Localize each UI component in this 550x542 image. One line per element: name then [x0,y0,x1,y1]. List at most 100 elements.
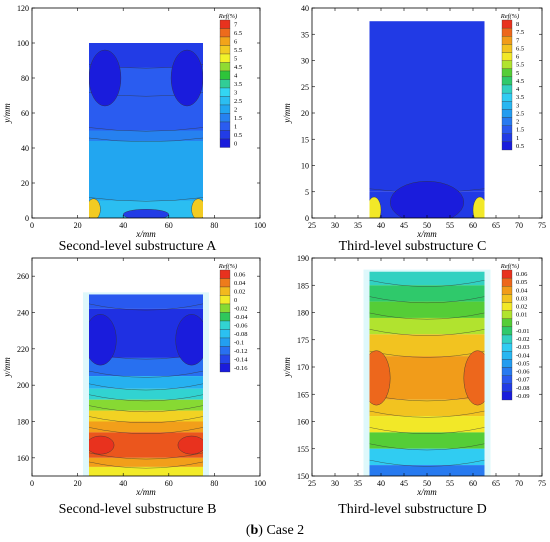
x-tick-label: 70 [515,221,523,230]
x-axis-label: x/mm [135,487,156,497]
legend-swatch [501,342,513,352]
contour-spot [89,314,117,366]
legend-swatch [501,375,513,384]
contour-spot [390,181,464,218]
legend-swatch [501,318,513,328]
legend-swatch [219,320,231,330]
legend-swatch [501,92,513,102]
contour-line [369,329,485,336]
y-tick-label: 30 [301,57,309,66]
legend-swatch [219,329,231,339]
y-axis-label: y/mm [282,357,292,378]
y-axis-label: y/mm [2,357,12,378]
contour-band [89,130,203,141]
legend-label: 7 [516,37,520,44]
contour-band [369,465,485,476]
contour-line [89,383,203,391]
contour-line [89,427,203,434]
y-tick-label: 190 [297,254,309,263]
x-tick-label: 50 [423,479,431,488]
legend-swatch [501,125,513,134]
legend-swatch [501,76,513,86]
legend-swatch [219,104,231,114]
y-tick-label: 160 [297,418,309,427]
legend-label: -0.04 [234,314,248,321]
legend-label: -0.01 [516,328,530,335]
legend-label: 4.5 [234,64,242,71]
contour-spot [89,49,122,107]
y-axis-label: y/mm [2,103,12,124]
case-caption: (b) Case 2 [0,523,550,539]
chart-panel-c: 25 30 35 40 45 50 55 60 65 70 750510152025303540x/… [282,4,546,239]
contour-band [369,432,485,449]
legend-label: 0.5 [516,143,524,150]
y-tick-label: 185 [297,281,309,290]
chart-panel-b: 0 20 40 60 80 100 160 180 200 220 240 260 x/mm y/mm Re… [2,257,266,497]
legend-swatch [219,19,231,29]
legend-swatch [219,303,231,313]
y-tick-label: 165 [297,390,309,399]
legend-swatch [501,326,513,336]
legend-swatch [501,334,513,344]
legend-label: 0.03 [516,295,527,302]
legend-label: -0.03 [516,344,530,351]
legend-swatch [219,121,231,131]
legend-label: 2.5 [234,98,242,105]
contour-band [369,285,485,302]
contour-field [369,271,485,476]
legend-label: 0.02 [516,304,527,311]
y-tick-label: 15 [301,135,309,144]
y-tick-label: 20 [21,179,29,188]
legend-label: 1 [234,123,237,130]
legend-swatch [501,44,513,53]
legend-swatch [501,36,513,45]
y-tick-label: 40 [301,4,309,13]
legend-swatch [219,346,231,356]
contour-line [369,459,485,467]
x-tick-label: 30 [331,221,339,230]
contour-spot [123,209,169,218]
contour-band [369,334,485,357]
legend-swatch [219,363,231,373]
contour-line [89,303,203,311]
legend-swatch [501,294,513,303]
legend-swatch [501,60,513,69]
contour-line [89,416,203,423]
legend-swatch [501,286,513,295]
legend-label: -0.12 [234,348,248,355]
contour-spot [191,198,203,218]
legend-swatch [501,68,513,78]
legend-swatch [219,286,231,296]
x-axis-label: x/mm [416,229,437,239]
legend-swatch [219,354,231,364]
x-tick-label: 80 [210,221,218,230]
y-tick-label: 5 [305,188,309,197]
y-tick-label: 160 [17,454,29,463]
contour-band [369,301,485,318]
x-tick-label: 40 [119,221,127,230]
legend-label: 7 [234,21,238,28]
y-tick-label: 0 [25,214,29,223]
legend-label: 1.5 [516,127,524,134]
legend-label: 6.5 [234,30,242,37]
legend-label: -0.02 [516,336,530,343]
contour-spot [369,196,382,218]
legend-label: 0 [516,320,519,327]
legend-label: 0.05 [516,279,527,286]
y-tick-label: 25 [301,83,309,92]
caption-substructure-d: Third-level substructure D [338,502,487,517]
legend-label: 2.5 [516,110,524,117]
contour-line [89,137,203,142]
legend-label: 1 [516,135,519,142]
legend-swatch [219,295,231,305]
contour-band [89,141,203,201]
x-tick-label: 45 [400,479,408,488]
x-tick-label: 100 [254,479,266,488]
contour-band [89,421,203,433]
legend-title: Ref(%) [500,263,519,270]
legend-label: -0.02 [234,305,248,312]
legend-label: -0.09 [516,393,530,400]
case-caption-letter: b [250,523,259,538]
contour-band [89,294,203,309]
